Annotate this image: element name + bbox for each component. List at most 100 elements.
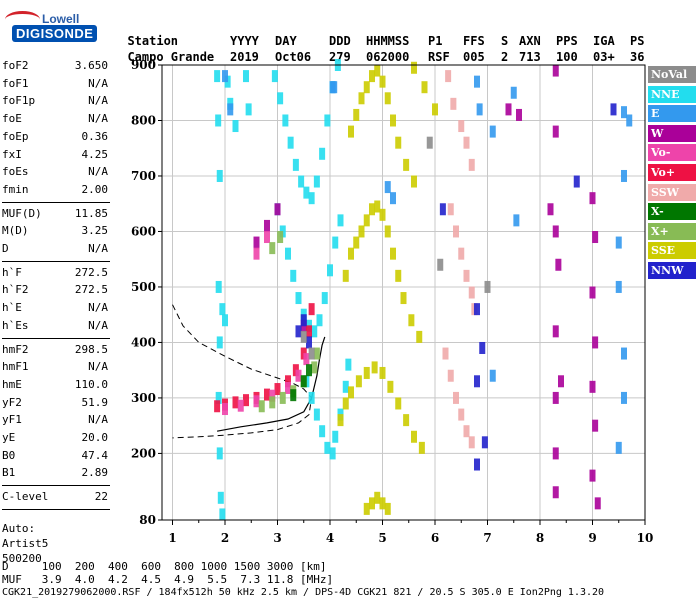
echo-nnw — [610, 103, 617, 116]
param-label: hmF2 — [2, 342, 29, 356]
param-label: fmin — [2, 182, 29, 196]
param-row-fxi: fxI 4.25 — [2, 147, 108, 163]
param-value: 20.0 — [81, 431, 109, 444]
echo-ssw — [447, 369, 454, 382]
echo-nne — [243, 70, 249, 83]
param-label: foF1 — [2, 76, 29, 90]
echo-e — [621, 391, 627, 404]
echo-nne — [308, 192, 315, 205]
echo-e — [621, 106, 627, 119]
param-label: B0 — [2, 448, 16, 462]
header-label-station: Station — [127, 34, 179, 48]
echo-vo- — [306, 325, 312, 338]
param-label: yF2 — [2, 395, 22, 409]
param-row-ye: yE 20.0 — [2, 430, 108, 446]
header-label-ffs: FFS — [463, 34, 485, 48]
echo-e — [474, 75, 480, 88]
echo-sse — [348, 125, 354, 138]
param-value: 272.5 — [74, 265, 108, 279]
x-tick-label: 2 — [221, 531, 229, 545]
header-value-iga: 03+ — [593, 50, 615, 64]
echo-ssw — [450, 97, 457, 110]
param-separator — [2, 508, 110, 510]
echo-sse — [369, 497, 375, 510]
y-tick-label: 400 — [131, 335, 156, 349]
param-row-h-f: h`F 272.5 — [2, 265, 108, 281]
echo-ssw — [453, 225, 459, 238]
echo-w — [592, 336, 599, 349]
param-row-yf1: yF1 N/A — [2, 412, 108, 428]
echo-sse — [358, 92, 365, 105]
echo-x- — [279, 391, 286, 404]
header-label-iga: IGA — [593, 34, 615, 48]
param-value: 51.9 — [81, 395, 109, 409]
echo-w — [264, 219, 270, 232]
header-value-ps: 36 — [630, 50, 645, 64]
param-value: 2.00 — [81, 182, 109, 196]
x-tick-label: 7 — [483, 531, 491, 545]
param-value: 11.85 — [74, 206, 108, 220]
echo-sse — [363, 366, 370, 379]
echo-sse — [342, 397, 349, 410]
muf-row: MUF 3.9 4.0 4.2 4.5 4.9 5.5 7.3 11.8 [MH… — [2, 573, 334, 586]
echo-nne — [319, 425, 326, 438]
echo-sse — [369, 203, 375, 216]
echo-nne — [337, 214, 344, 227]
echo-e — [222, 70, 228, 83]
echo-nne — [214, 70, 221, 83]
echo-nnw — [439, 203, 446, 216]
echo-w — [552, 325, 559, 338]
param-row-foes: foEs N/A — [2, 164, 108, 180]
legend-item-e: E — [648, 105, 696, 124]
legend-item-noval: NoVal — [648, 66, 696, 84]
echo-w — [505, 103, 512, 116]
header-label-axn: AXN — [519, 34, 541, 48]
param-label: M(D) — [2, 224, 29, 238]
echo-w — [552, 447, 559, 460]
echo-nne — [215, 391, 222, 404]
echo-e — [615, 441, 622, 454]
param-row-fof1p: foF1p N/A — [2, 93, 108, 109]
param-value: N/A — [88, 76, 108, 90]
echo-sse — [379, 366, 386, 379]
auto-line: 500200 — [2, 551, 42, 565]
echo-sse — [374, 200, 381, 213]
echo-e — [476, 103, 483, 116]
echo-sse — [421, 81, 428, 94]
param-value: 298.5 — [74, 342, 108, 356]
echo-w — [274, 203, 281, 216]
header-label-ddd: DDD — [329, 34, 351, 48]
header-labels: Station YYYY DAY DDD HHMMSS P1 FFS S AXN PPS IGA PS — [113, 20, 644, 48]
echo-noval — [308, 347, 315, 360]
echo-e — [626, 114, 633, 127]
echo-sse — [411, 61, 417, 74]
echo-sse — [353, 236, 360, 249]
echo-nne — [219, 303, 226, 316]
echo-sse — [395, 269, 402, 282]
echo-e — [331, 81, 338, 94]
echo-sse — [353, 108, 360, 121]
d-distance-row: D 100 200 400 600 800 1000 1500 3000 [km… — [2, 560, 327, 573]
echo-nne — [285, 247, 291, 260]
echo-w — [552, 391, 559, 404]
echo-nne — [316, 314, 323, 327]
param-label: foEp — [2, 129, 29, 143]
echo-nne — [292, 158, 299, 171]
header-value-day: Oct06 — [275, 50, 312, 64]
echo-sse — [390, 247, 396, 260]
param-row-fof2: foF2 3.650 — [2, 58, 108, 74]
echo-noval — [300, 330, 307, 343]
logo-swoosh — [5, 11, 40, 28]
header-value-p1: RSF — [428, 50, 450, 64]
logo-lowell: Lowell — [42, 12, 80, 26]
echo-nne — [332, 236, 339, 249]
echo-w — [552, 64, 559, 77]
echo-w — [552, 225, 559, 238]
echo-vo- — [285, 375, 291, 388]
echo-nne — [287, 136, 294, 149]
param-separator — [2, 337, 110, 339]
echo-sse — [411, 430, 417, 443]
echo-nnw — [479, 341, 486, 354]
echo-vo- — [222, 403, 228, 416]
y-tick-label: 800 — [131, 113, 156, 127]
